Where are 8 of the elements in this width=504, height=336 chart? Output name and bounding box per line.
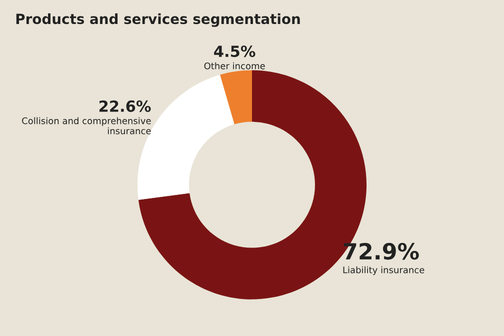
slice-label: Other income: [204, 62, 265, 70]
slice-label: Collision and comprehensive insurance: [22, 117, 151, 134]
data-label: 22.6%: [99, 100, 151, 112]
donut-slice: [220, 70, 252, 124]
data-label: 72.9%: [344, 242, 419, 260]
slice-label: Liability insurance: [343, 266, 424, 276]
chart-title: Products and services segmentation: [16, 13, 300, 27]
data-label: 4.5%: [214, 46, 256, 58]
